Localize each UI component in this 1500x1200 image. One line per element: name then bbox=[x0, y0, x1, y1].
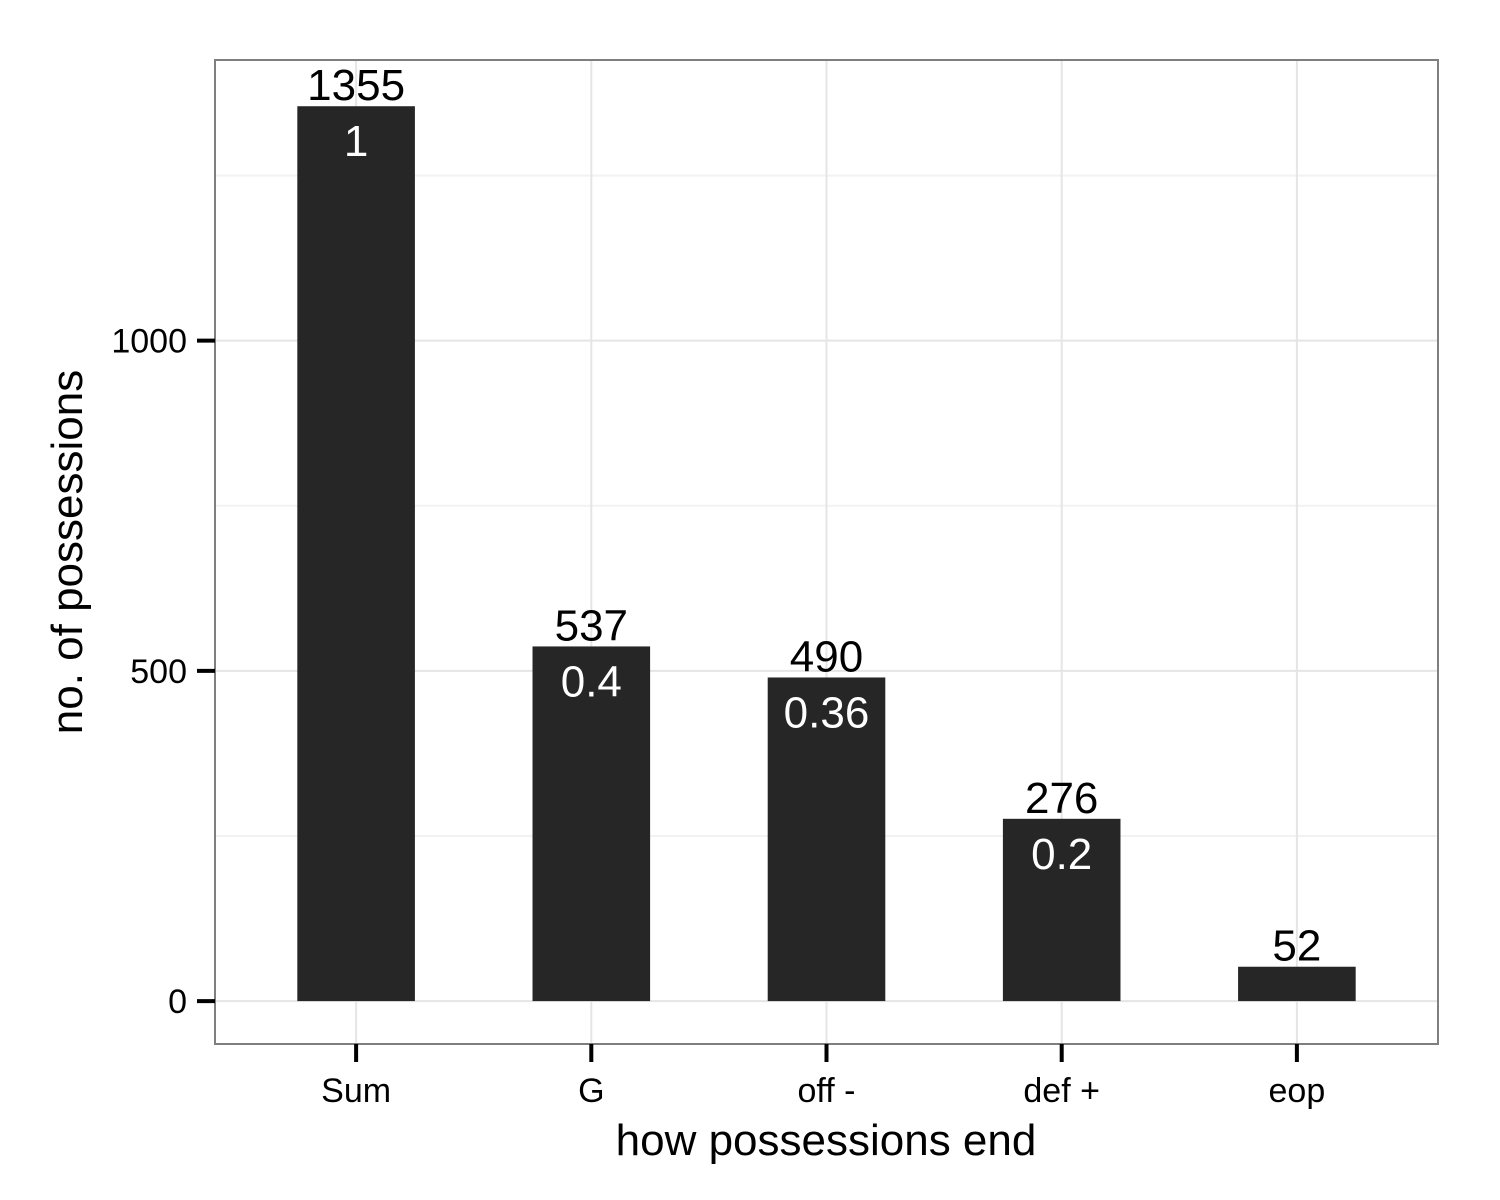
y-axis-title: no. of possessions bbox=[43, 370, 92, 734]
bar-4 bbox=[1238, 966, 1356, 1002]
bar-value-label-3: 276 bbox=[1025, 774, 1098, 823]
bar-value-label-0: 1355 bbox=[307, 61, 405, 110]
bar-3 bbox=[1002, 818, 1121, 1002]
bar-fraction-label-2: 0.36 bbox=[784, 688, 870, 737]
x-axis-title: how possessions end bbox=[616, 1116, 1037, 1165]
x-tick-label: def + bbox=[1023, 1072, 1100, 1110]
y-axis: 0 500 1000 bbox=[111, 323, 215, 1021]
bar-value-label-4: 52 bbox=[1272, 922, 1321, 971]
bar-value-label-2: 490 bbox=[790, 632, 863, 681]
y-tick-label: 1000 bbox=[111, 323, 187, 361]
bar-0 bbox=[297, 106, 415, 1002]
bar-fraction-label-3: 0.2 bbox=[1031, 830, 1092, 879]
bars: 1355 1 537 0.4 490 0.36 276 0.2 52 bbox=[297, 61, 1356, 1002]
bar-1 bbox=[532, 646, 651, 1002]
y-tick-label: 500 bbox=[130, 653, 187, 691]
bar-fraction-label-1: 0.4 bbox=[561, 657, 622, 706]
bar-fraction-label-0: 1 bbox=[344, 117, 368, 166]
x-tick-label: off - bbox=[798, 1072, 856, 1110]
x-tick-label: Sum bbox=[321, 1072, 391, 1110]
bar-2 bbox=[767, 677, 886, 1002]
x-tick-label: eop bbox=[1269, 1072, 1326, 1110]
x-tick-label: G bbox=[578, 1072, 604, 1110]
y-tick-label: 0 bbox=[168, 983, 187, 1021]
bar-value-label-1: 537 bbox=[555, 601, 628, 650]
